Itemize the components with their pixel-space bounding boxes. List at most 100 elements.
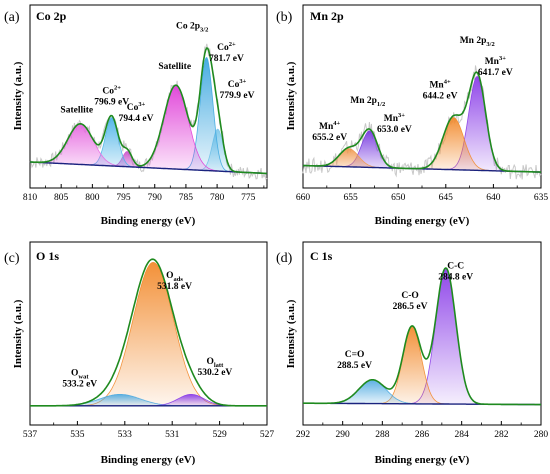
peak-annotation: Mn 2p3/2 — [460, 36, 495, 48]
peak-annotation-value: 796.9 eV — [94, 97, 129, 107]
x-tick-label: 535 — [70, 430, 85, 440]
x-tick-label: 531 — [165, 430, 180, 440]
x-axis: 810 805 800 795 790 785 780 775 — [23, 184, 265, 203]
panel-title: Mn 2p — [310, 9, 344, 23]
x-tick-label: 645 — [439, 193, 454, 203]
x-tick-label: 780 — [210, 193, 225, 203]
peak-annotation: Mn3+ — [384, 112, 406, 124]
envelope-line — [30, 47, 268, 175]
peak-annotation: Mn4+ — [319, 120, 341, 132]
x-tick-label: 537 — [23, 430, 38, 440]
peak-annotation-value: 655.2 eV — [312, 133, 347, 143]
peak-annotation: Co 2p3/2 — [176, 22, 208, 34]
peak-annotation-value: 288.5 eV — [337, 361, 372, 371]
x-axis: 660 655 650 645 640 635 — [296, 184, 549, 203]
envelope-line — [303, 71, 541, 173]
x-tick-label: 288 — [375, 430, 390, 440]
peak-annotation: C-O — [401, 291, 418, 301]
peak-annotation: C-C — [447, 262, 464, 272]
peak-annotation: Co3+ — [127, 101, 146, 113]
peak-annotation-value: 284.8 eV — [438, 273, 473, 283]
peak-annotation: Satellite — [60, 105, 93, 115]
x-tick-label: 650 — [391, 193, 406, 203]
plot-frame — [29, 4, 268, 189]
envelope-and-baseline — [303, 71, 541, 173]
x-tick-label: 785 — [179, 193, 194, 203]
baseline-line — [29, 161, 268, 175]
envelope-line — [30, 258, 267, 407]
envelope-and-baseline — [30, 258, 267, 407]
peak-annotation: Mn3+ — [485, 55, 507, 67]
peak-annotation: Co2+ — [217, 41, 236, 53]
peak-annotation: Mn4+ — [429, 78, 451, 90]
peak-annotation: C=O — [345, 350, 365, 360]
panel-letter: (c) — [4, 251, 20, 266]
peak-annotation-value: 781.7 eV — [209, 54, 244, 64]
panel-title: C 1s — [310, 249, 333, 263]
y-axis-label: Intensity (a.u.) — [285, 61, 297, 130]
x-tick-label: 280 — [534, 430, 549, 440]
x-tick-label: 286 — [415, 430, 430, 440]
peak-annotation: Owat — [71, 369, 89, 381]
peak-annotation: Co2+ — [102, 84, 121, 96]
x-tick-label: 290 — [336, 430, 351, 440]
peak-annotation: Satellite — [158, 62, 191, 72]
x-tick-label: 292 — [296, 430, 311, 440]
x-tick-label: 635 — [534, 193, 549, 203]
x-tick-label: 533 — [118, 430, 133, 440]
peak-annotation: Mn 2p1/2 — [350, 96, 385, 108]
envelope-and-baseline — [29, 47, 268, 175]
x-tick-label: 282 — [494, 430, 509, 440]
envelope-line — [303, 267, 541, 406]
peak-annotation: Oads — [166, 271, 183, 283]
panel-letter: (a) — [4, 10, 20, 25]
x-tick-label: 284 — [455, 430, 470, 440]
peak-annotation-value: 533.2 eV — [62, 380, 97, 390]
y-axis-label: Intensity (a.u.) — [285, 299, 297, 368]
x-tick-label: 800 — [85, 193, 100, 203]
y-axis-label: Intensity (a.u.) — [12, 299, 24, 368]
x-tick-label: 795 — [116, 193, 131, 203]
y-axis-label: Intensity (a.u.) — [12, 61, 24, 130]
x-tick-label: 660 — [296, 193, 311, 203]
x-axis: 537 535 533 531 529 527 — [23, 421, 275, 440]
x-axis: 292 290 288 286 284 282 280 — [296, 421, 549, 440]
panel-title: Co 2p — [36, 9, 67, 23]
x-tick-label: 640 — [486, 193, 501, 203]
peak-annotation-value: 531.8 eV — [157, 282, 192, 292]
peak-annotation-value: 286.5 eV — [393, 302, 428, 312]
peak-annotation-value: 653.0 eV — [377, 125, 412, 135]
peak-fills — [303, 267, 541, 406]
x-axis-label: Binding energy (eV) — [375, 215, 470, 227]
peak-annotation-value: 779.9 eV — [220, 91, 255, 101]
x-axis-label: Binding energy (eV) — [375, 454, 470, 466]
panel-c-1s: (d) C 1s Binding energy (eV) Intensity (… — [276, 241, 549, 466]
x-tick-label: 775 — [241, 193, 256, 203]
peak-annotation: Co3+ — [228, 78, 247, 90]
peak-annotation-value: 530.2 eV — [197, 368, 232, 378]
x-tick-label: 810 — [23, 193, 38, 203]
panel-letter: (b) — [276, 10, 293, 25]
panel-co-2p: (a) Co 2p Binding energy (eV) Intensity … — [4, 4, 268, 227]
x-axis-label: Binding energy (eV) — [101, 454, 196, 466]
x-tick-label: 527 — [260, 430, 275, 440]
x-tick-label: 805 — [54, 193, 69, 203]
peak-annotation-value: 641.7 eV — [478, 68, 513, 78]
x-tick-label: 790 — [148, 193, 163, 203]
envelope-and-baseline — [303, 267, 541, 406]
panel-letter: (d) — [276, 251, 293, 266]
panel-o-1s: (c) O 1s Binding energy (eV) Intensity (… — [4, 241, 275, 466]
x-tick-label: 529 — [212, 430, 227, 440]
x-axis-label: Binding energy (eV) — [101, 215, 196, 227]
panel-mn-2p: (b) Mn 2p Binding energy (eV) Intensity … — [276, 4, 549, 227]
x-tick-label: 655 — [343, 193, 358, 203]
peak-annotation-value: 644.2 eV — [423, 91, 458, 101]
panel-title: O 1s — [36, 249, 59, 263]
peak-annotation-value: 794.4 eV — [119, 114, 154, 124]
peak-annotation: Olatt — [206, 357, 224, 369]
